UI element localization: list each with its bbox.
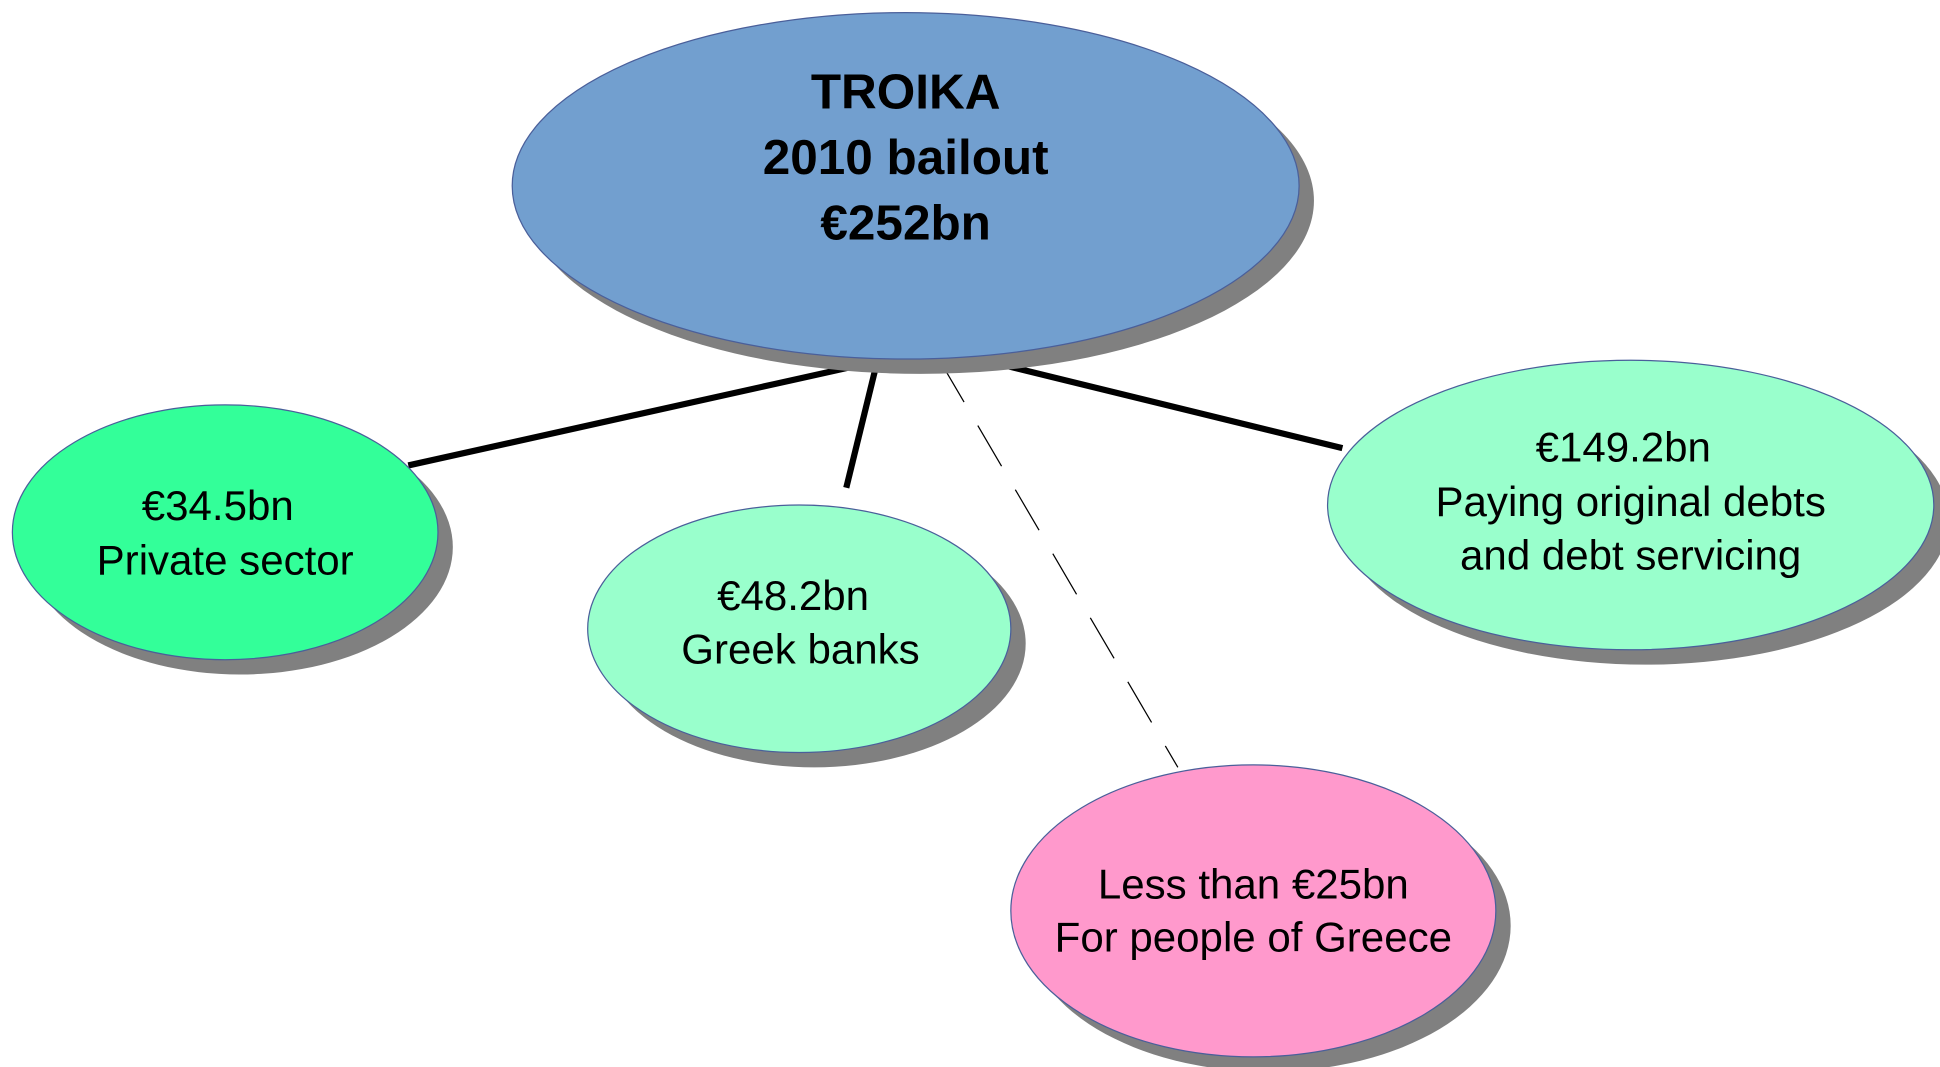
- label: 2010 bailout: [763, 130, 1049, 185]
- label: and debt servicing: [1460, 531, 1801, 578]
- label: €48.2bn: [717, 572, 869, 619]
- label: For people of Greece: [1055, 914, 1452, 961]
- label: Private sector: [97, 536, 354, 583]
- dashed-connector: [939, 361, 1179, 768]
- label: €252bn: [820, 196, 990, 251]
- node: Less than €25bn For people of Greece: [1010, 764, 1511, 1067]
- node: €48.2bn Greek banks: [587, 504, 1026, 768]
- node: €149.2bn Paying original debts and debt …: [1326, 359, 1940, 665]
- connector: [407, 358, 877, 469]
- label: Less than €25bn: [1098, 860, 1409, 907]
- ellipse: [11, 404, 439, 661]
- ellipse: [511, 12, 1300, 360]
- label: Paying original debts: [1436, 478, 1826, 525]
- label: Greek banks: [681, 625, 919, 672]
- root-node: TROIKA 2010 bailout €252bn: [511, 12, 1314, 374]
- ellipse: [1326, 359, 1935, 651]
- node: €34.5bn Private sector: [11, 404, 453, 675]
- ellipse: [587, 504, 1012, 754]
- connector: [982, 357, 1344, 452]
- label: €149.2bn: [1536, 424, 1711, 471]
- label: TROIKA: [811, 65, 1001, 120]
- label: €34.5bn: [142, 482, 294, 529]
- connector: [843, 365, 879, 489]
- ellipse: [1010, 764, 1497, 1058]
